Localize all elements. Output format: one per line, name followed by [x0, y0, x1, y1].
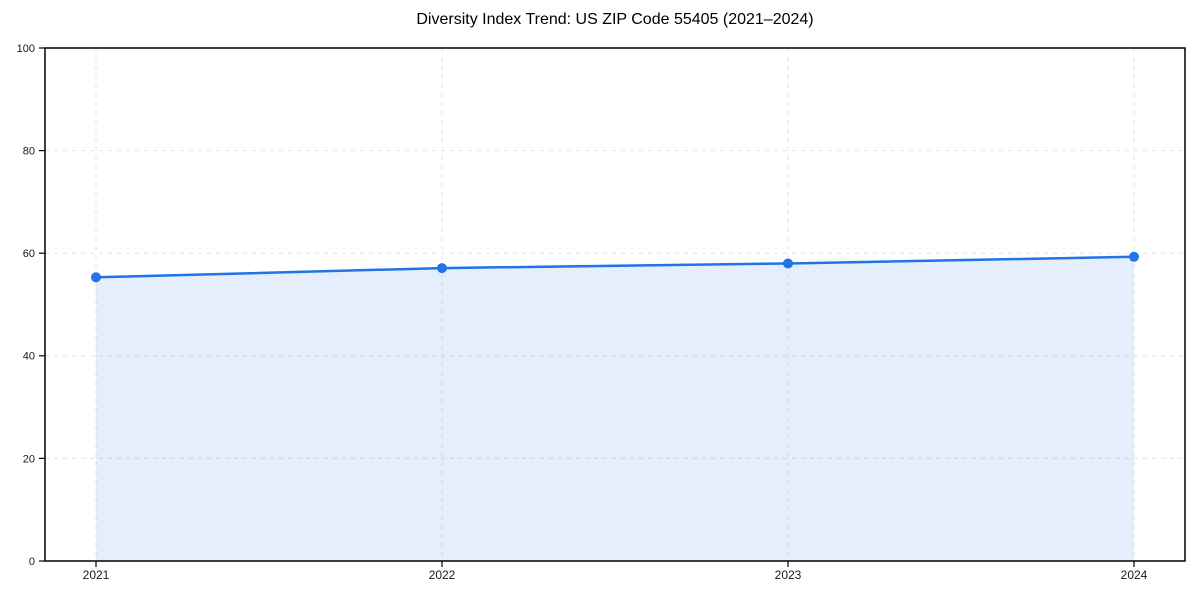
- x-tick-label: 2023: [775, 568, 802, 582]
- x-tick-label: 2021: [83, 568, 110, 582]
- data-point: [1129, 251, 1139, 262]
- x-tick-label: 2024: [1121, 568, 1148, 582]
- plot-frame: [44, 47, 1186, 562]
- y-tick-label: 40: [23, 351, 35, 363]
- y-tick-label: 20: [23, 453, 35, 465]
- area-fill: [96, 256, 1134, 561]
- y-tick-label: 60: [23, 248, 35, 260]
- trend-line: [94, 255, 1136, 279]
- data-point: [91, 272, 101, 283]
- y-tick-label: 80: [23, 145, 35, 157]
- y-tick-label: 0: [29, 556, 35, 568]
- chart-title: Diversity Index Trend: US ZIP Code 55405…: [416, 11, 814, 28]
- data-point: [783, 258, 793, 269]
- data-point: [437, 263, 447, 274]
- y-tick-label: 100: [17, 43, 35, 55]
- x-tick-label: 2022: [429, 568, 456, 582]
